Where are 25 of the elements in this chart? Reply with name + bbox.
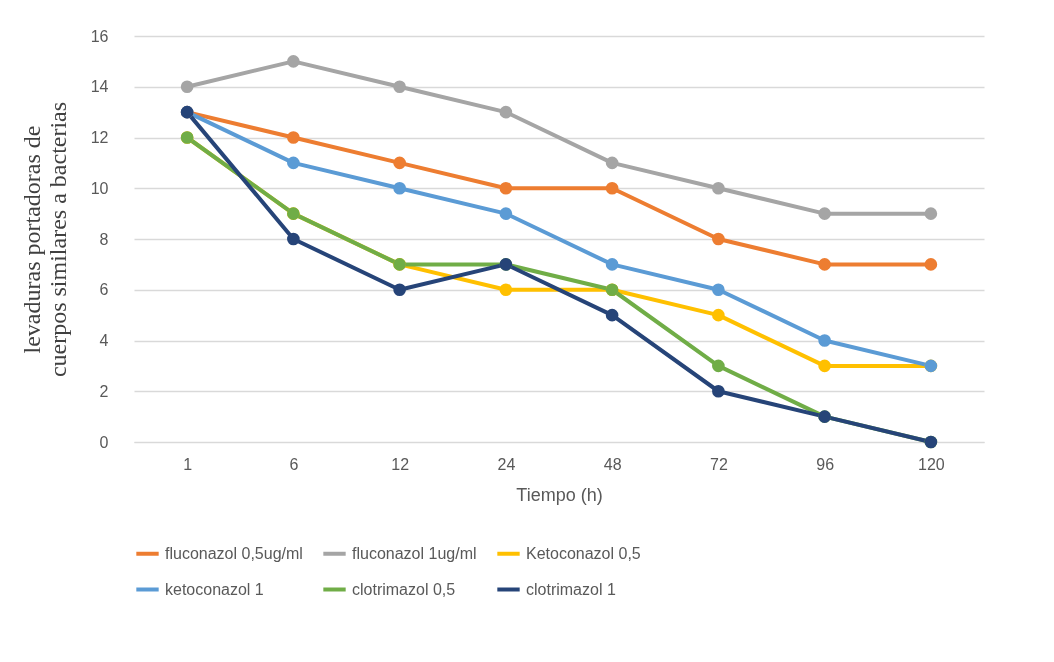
x-tick-label: 72: [709, 455, 728, 473]
y-tick-label: 0: [99, 433, 109, 451]
x-tick-label: 120: [918, 455, 945, 473]
x-tick-label: 12: [391, 455, 410, 473]
legend-label: clotrimazol 1: [526, 580, 616, 598]
legend-label: clotrimazol 0,5: [352, 580, 456, 598]
y-tick-label: 4: [99, 332, 109, 349]
x-tick-label: 48: [603, 455, 622, 473]
x-tick-label: 1: [183, 455, 193, 473]
legend-label: Ketoconazol 0,5: [526, 544, 641, 562]
y-tick-label: 12: [90, 129, 109, 146]
x-axis-title: Tiempo (h): [516, 484, 603, 505]
legend-label: fluconazol 1ug/ml: [352, 544, 477, 562]
x-tick-label: 96: [816, 455, 835, 473]
y-tick-label: 6: [99, 281, 109, 299]
legend-label: ketoconazol 1: [165, 580, 264, 598]
x-tick-label: 24: [497, 455, 516, 473]
y-axis-title: levaduras portadoras de cuerpos similares a bacterias: [18, 101, 71, 378]
legend-label: fluconazol 0,5ug/ml: [165, 544, 303, 562]
y-tick-label: 8: [99, 230, 109, 248]
y-tick-label: 2: [99, 382, 109, 400]
x-tick-label: 6: [289, 455, 299, 473]
y-tick-label: 10: [90, 179, 109, 197]
y-tick-label: 14: [90, 78, 109, 96]
y-tick-label: 16: [90, 27, 109, 45]
